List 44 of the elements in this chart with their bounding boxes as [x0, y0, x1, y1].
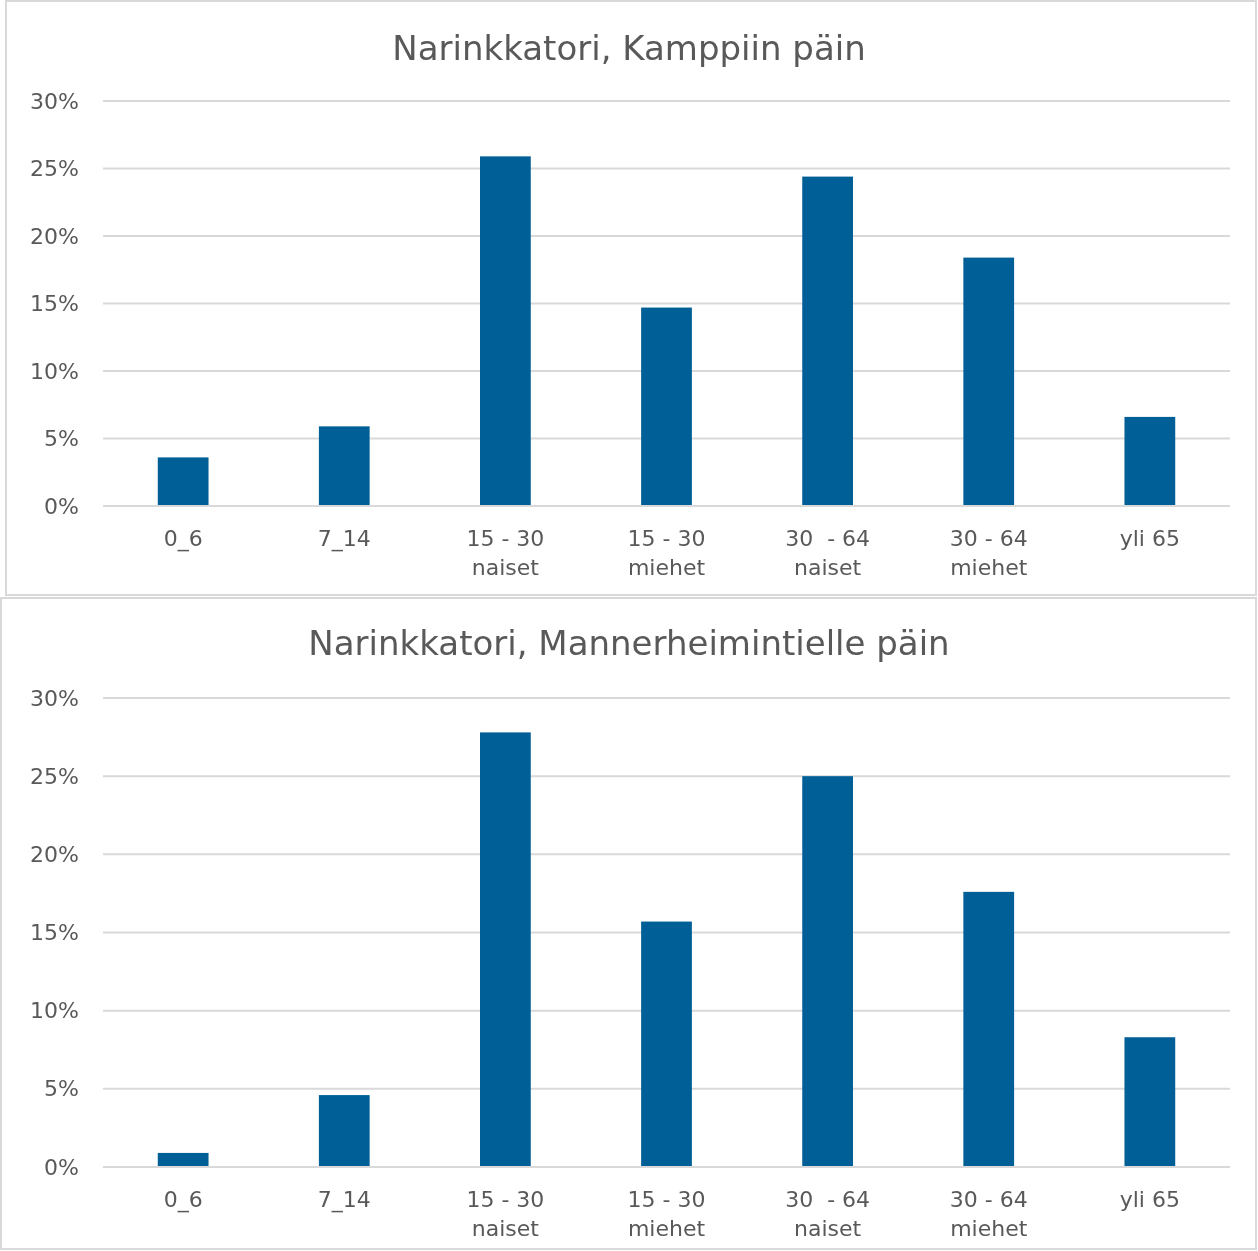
- y-tick-label: 10%: [30, 358, 79, 384]
- x-tick-label: yli 65: [1119, 526, 1180, 551]
- bar: [157, 1152, 209, 1167]
- x-tick-label: 15 - 30 naiset: [466, 526, 545, 580]
- bar: [802, 176, 853, 506]
- bar: [963, 891, 1015, 1167]
- x-tick-label: 7_14: [317, 526, 371, 552]
- x-tick-label: 15 - 30 naiset: [466, 1187, 545, 1241]
- bar: [318, 1095, 370, 1167]
- x-tick-label: 30 - 64 naiset: [785, 526, 871, 580]
- x-tick-label: 30 - 64 miehet: [949, 1187, 1028, 1241]
- x-tick-label: 0_6: [163, 1187, 203, 1213]
- x-tick-label: 30 - 64 miehet: [949, 526, 1028, 580]
- y-tick-label: 30%: [30, 685, 79, 711]
- y-tick-label: 10%: [30, 998, 79, 1024]
- y-tick-label: 5%: [44, 426, 79, 452]
- y-tick-label: 20%: [30, 223, 79, 249]
- y-tick-label: 25%: [30, 156, 79, 182]
- bar: [1124, 1037, 1176, 1167]
- bar: [318, 426, 370, 506]
- chart-title: Narinkkatori, Kamppiin päin: [392, 28, 866, 68]
- x-tick-label: yli 65: [1119, 1187, 1180, 1212]
- bar: [802, 776, 853, 1167]
- bar: [641, 921, 692, 1167]
- x-tick-label: 30 - 64 naiset: [785, 1187, 871, 1241]
- bar: [1124, 416, 1176, 506]
- y-tick-label: 0%: [44, 1154, 79, 1180]
- y-tick-label: 15%: [30, 920, 79, 946]
- x-tick-label: 15 - 30 miehet: [627, 1187, 706, 1241]
- y-tick-label: 25%: [30, 763, 79, 789]
- x-tick-label: 0_6: [163, 526, 203, 552]
- bar: [157, 457, 209, 506]
- y-tick-label: 20%: [30, 841, 79, 867]
- y-tick-label: 0%: [44, 493, 79, 519]
- y-tick-label: 15%: [30, 291, 79, 317]
- bar: [641, 307, 692, 506]
- x-tick-label: 7_14: [317, 1187, 371, 1213]
- bar: [480, 732, 531, 1167]
- chart-title: Narinkkatori, Mannerheimintielle päin: [308, 623, 950, 663]
- bar: [963, 257, 1015, 506]
- y-tick-label: 5%: [44, 1076, 79, 1102]
- bar: [480, 156, 531, 506]
- x-tick-label: 15 - 30 miehet: [627, 526, 706, 580]
- y-tick-label: 30%: [30, 88, 79, 114]
